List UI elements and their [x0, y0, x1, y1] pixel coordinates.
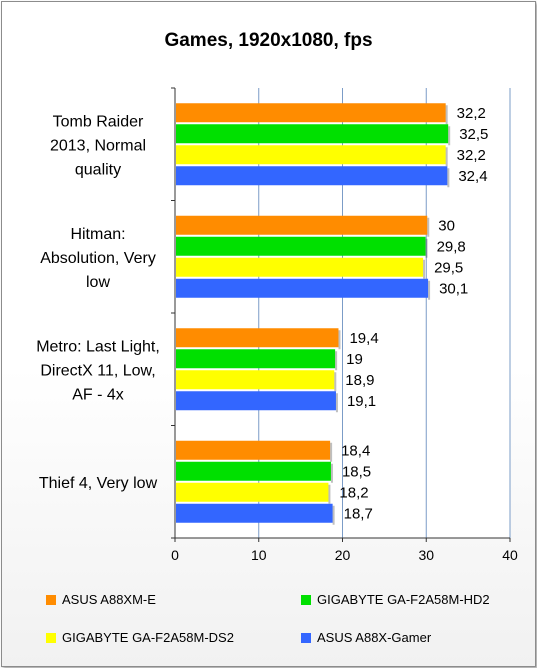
legend-label: GIGABYTE GA-F2A58M-DS2 — [62, 630, 234, 645]
data-label: 32,5 — [459, 126, 488, 143]
bar-shadow — [445, 147, 448, 167]
category-label: Hitman: — [70, 226, 125, 243]
bar — [176, 503, 333, 523]
category-label: Tomb Raider — [53, 113, 144, 130]
bar — [176, 440, 331, 460]
legend-item: ASUS A88XM-E — [46, 592, 156, 607]
data-label: 29,8 — [437, 238, 466, 255]
bar — [176, 124, 449, 144]
bar — [176, 257, 424, 277]
category-label: Metro: Last Light, — [36, 338, 160, 355]
bar — [176, 278, 429, 298]
data-label: 18,2 — [339, 484, 368, 501]
bar-shadow — [330, 463, 333, 483]
x-tick-label: 10 — [251, 547, 267, 563]
bar-shadow — [335, 393, 338, 413]
legend-label: ASUS A88XM-E — [62, 592, 156, 607]
legend-label: GIGABYTE GA-F2A58M-HD2 — [317, 592, 490, 607]
x-tick-label: 20 — [335, 547, 351, 563]
bar-shadow — [335, 351, 338, 371]
category-label: 2013, Normal — [50, 137, 146, 154]
category-label: Thief 4, Very low — [39, 475, 158, 492]
data-label: 19,4 — [349, 330, 378, 347]
category-label: low — [86, 274, 110, 291]
bar-shadow — [423, 259, 426, 279]
data-label: 19 — [346, 351, 363, 368]
data-label: 18,4 — [341, 442, 370, 459]
category-label: AF - 4x — [72, 386, 124, 403]
data-label: 18,9 — [345, 372, 374, 389]
data-label: 18,5 — [342, 463, 371, 480]
bar-shadow — [334, 372, 337, 392]
bar — [176, 236, 426, 256]
data-label: 32,4 — [458, 168, 487, 185]
x-tick-label: 40 — [502, 547, 518, 563]
legend-label: ASUS A88X-Gamer — [317, 630, 432, 645]
bar — [176, 145, 446, 165]
data-label: 19,1 — [347, 393, 376, 410]
bar — [176, 370, 335, 390]
bar — [176, 482, 329, 502]
x-tick-label: 0 — [171, 547, 179, 563]
bar — [176, 215, 428, 235]
legend-item: GIGABYTE GA-F2A58M-DS2 — [46, 630, 234, 645]
legend-item: ASUS A88X-Gamer — [301, 630, 431, 645]
bar-shadow — [447, 168, 450, 188]
bar — [176, 103, 446, 123]
data-label: 30,1 — [439, 280, 468, 297]
bar-shadow — [427, 217, 430, 237]
legend-swatch — [46, 632, 56, 643]
bar — [176, 391, 336, 411]
data-label: 29,5 — [434, 259, 463, 276]
bar-shadow — [448, 126, 451, 146]
legend-swatch — [301, 594, 311, 605]
data-label: 30 — [438, 217, 455, 234]
bar-shadow — [428, 280, 431, 300]
bar-shadow — [332, 505, 335, 525]
bar-shadow — [445, 105, 448, 125]
x-tick-label: 30 — [418, 547, 434, 563]
data-label: 18,7 — [344, 505, 373, 522]
bar-shadow — [328, 484, 331, 504]
bar-shadow — [425, 238, 428, 258]
bar — [176, 461, 331, 481]
legend-swatch — [46, 594, 56, 605]
chart-title: Games, 1920x1080, fps — [164, 30, 373, 51]
legend-swatch — [301, 632, 311, 643]
bar-shadow — [338, 330, 341, 350]
category-label: Absolution, Very — [40, 250, 156, 267]
bar — [176, 328, 339, 348]
bar — [176, 349, 336, 369]
bar — [176, 166, 448, 186]
legend-item: GIGABYTE GA-F2A58M-HD2 — [301, 592, 490, 607]
category-label: DirectX 11, Low, — [40, 362, 155, 379]
category-label: quality — [75, 161, 121, 178]
data-label: 32,2 — [457, 105, 486, 122]
data-label: 32,2 — [457, 147, 486, 164]
bar-shadow — [330, 442, 333, 462]
